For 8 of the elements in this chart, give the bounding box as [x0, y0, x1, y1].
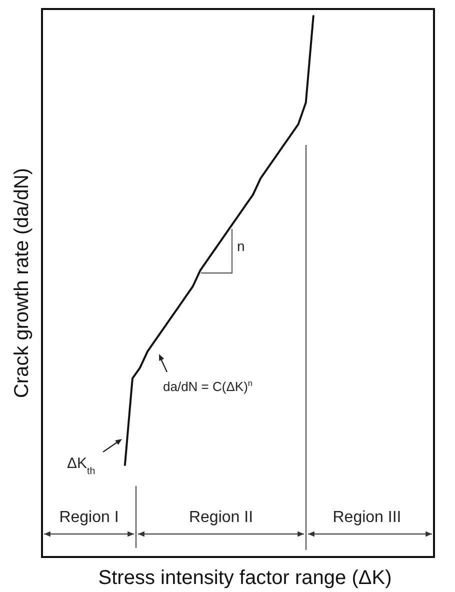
y-axis-title: Crack growth rate (da/dN)	[11, 168, 33, 398]
annotation: ΔK$_{th}$	[67, 455, 96, 476]
x-axis-title: Stress intensity factor range (ΔK)	[98, 567, 392, 589]
annotation: da/dN = C(ΔK)$^{n}$	[163, 378, 253, 394]
annotation: n	[237, 238, 245, 254]
annotation: Region I	[59, 509, 119, 526]
annotation: Region III	[332, 509, 402, 526]
annotation: Region II	[188, 509, 254, 526]
